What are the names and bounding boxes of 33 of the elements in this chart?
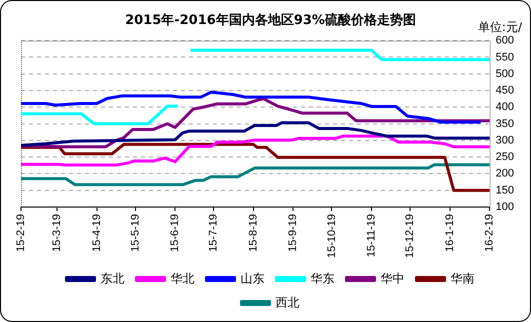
legend-label: 山东 [240,271,264,286]
x-tick-label: 16-2-19 [484,214,496,252]
legend-label: 华北 [170,271,194,286]
y-tick-label: 100 [496,201,514,213]
y-tick-label: 400 [496,101,514,114]
x-tick-label: 15-5-19 [129,214,142,252]
x-tick-label: 15-6-19 [169,214,182,252]
y-tick-label: 450 [496,84,514,97]
y-tick-label: 150 [496,184,514,196]
chart-title: 2015年-2016年国内各地区93%硫酸价格走势图 [125,12,416,28]
y-tick-label: 200 [496,168,514,180]
legend-label: 华南 [450,271,474,286]
x-tick-label: 15-4-19 [90,214,103,252]
x-tick-label: 16-1-19 [444,214,456,252]
y-tick-label: 350 [496,118,514,130]
legend-label: 华东 [310,271,334,286]
legend-label: 东北 [100,271,124,286]
x-tick-label: 15-9-19 [287,214,300,252]
y-tick-label: 250 [496,151,514,164]
y-tick-label: 600 [496,34,514,47]
y-tick-label: 550 [496,51,514,64]
y-tick-label: 300 [496,134,514,146]
legend-label: 华中 [380,271,404,286]
x-tick-label: 15-2-19 [15,214,28,252]
x-tick-label: 15-8-19 [247,214,260,252]
legend-label: 西北 [276,295,300,310]
x-tick-label: 15-3-19 [50,214,63,252]
y-axis-title: 单位:元/ [478,19,522,36]
x-tick-label: 15-7-19 [208,214,220,252]
x-tick-label: 15-10-19 [326,214,338,258]
x-tick-label: 15-12-19 [404,214,416,258]
x-tick-label: 15-11-19 [366,214,378,258]
y-tick-label: 500 [496,68,514,80]
